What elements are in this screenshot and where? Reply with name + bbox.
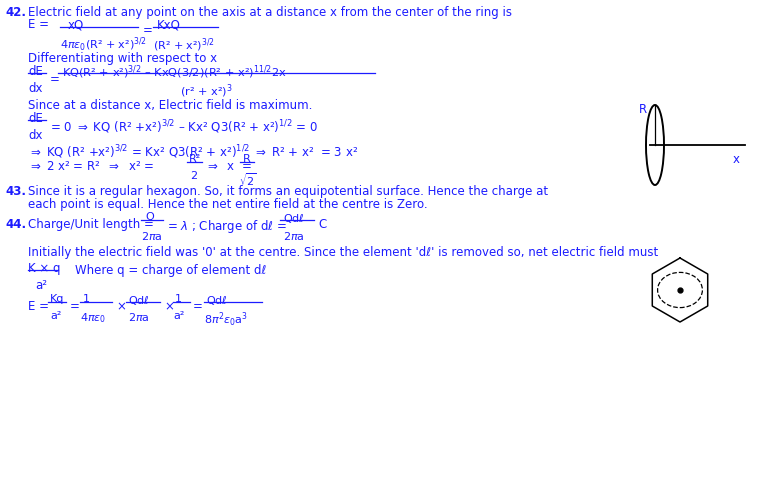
Text: Qd$\ell$: Qd$\ell$ [128,294,150,307]
Text: Qd$\ell$: Qd$\ell$ [283,212,305,225]
Text: 1: 1 [175,294,182,304]
Text: 2$\pi$a: 2$\pi$a [128,311,150,323]
Text: =: = [193,300,203,313]
Text: dx: dx [28,82,43,95]
Text: ×: × [164,300,174,313]
Text: 4$\pi\varepsilon_{0}$: 4$\pi\varepsilon_{0}$ [80,311,106,325]
Text: $\Rightarrow$ 2 x² = R²  $\Rightarrow$  x² =: $\Rightarrow$ 2 x² = R² $\Rightarrow$ x²… [28,160,155,173]
Text: x: x [733,153,740,166]
Text: Since it is a regular hexagon. So, it forms an equipotential surface. Hence the : Since it is a regular hexagon. So, it fo… [28,185,548,198]
Text: Q: Q [145,212,154,222]
Text: Qd$\ell$: Qd$\ell$ [206,294,228,307]
Text: 43.: 43. [5,185,26,198]
Text: Where q = charge of element dℓ: Where q = charge of element dℓ [75,264,267,277]
Text: dE: dE [28,65,43,78]
Text: 42.: 42. [5,6,26,19]
Text: 4$\pi\varepsilon_{0}$(R² + x²)$^{3/2}$: 4$\pi\varepsilon_{0}$(R² + x²)$^{3/2}$ [60,36,147,54]
Text: ×: × [116,300,126,313]
Text: Charge/Unit length =: Charge/Unit length = [28,218,154,231]
Text: = $\lambda$ ; Charge of d$\ell$ =: = $\lambda$ ; Charge of d$\ell$ = [167,218,287,235]
Text: R: R [243,154,250,164]
Text: C: C [318,218,326,231]
Text: =: = [70,300,80,313]
Text: 44.: 44. [5,218,26,231]
Text: Initially the electric field was '0' at the centre. Since the element 'dℓ' is re: Initially the electric field was '0' at … [28,246,659,259]
Text: R²: R² [189,154,201,164]
Text: KxQ: KxQ [157,18,181,31]
Text: (R² + x²)$^{3/2}$: (R² + x²)$^{3/2}$ [153,36,215,54]
Text: 8$\pi^{2}\varepsilon_{0}$a$^{3}$: 8$\pi^{2}\varepsilon_{0}$a$^{3}$ [204,311,248,329]
Text: 2: 2 [190,171,197,181]
Text: 2$\pi$a: 2$\pi$a [283,230,305,242]
Text: $\Rightarrow$ KQ (R² +x²)$^{3/2}$ = Kx² Q3(R² + x²)$^{1/2}$ $\Rightarrow$ R² + x: $\Rightarrow$ KQ (R² +x²)$^{3/2}$ = Kx² … [28,143,358,160]
Text: Kq: Kq [50,294,64,304]
Text: R: R [639,103,647,116]
Text: a²: a² [173,311,185,321]
Text: 1: 1 [83,294,90,304]
Text: KQ(R² + x²)$^{3/2}$ – KxQ(3/2)(R² + x²)$^{11/2}$2x: KQ(R² + x²)$^{3/2}$ – KxQ(3/2)(R² + x²)$… [62,63,287,81]
Text: = 0 $\Rightarrow$ KQ (R² +x²)$^{3/2}$ – Kx² Q3(R² + x²)$^{1/2}$ = 0: = 0 $\Rightarrow$ KQ (R² +x²)$^{3/2}$ – … [50,118,318,135]
Text: E =: E = [28,18,49,31]
Text: a²: a² [50,311,61,321]
Text: $\sqrt{2}$: $\sqrt{2}$ [239,171,257,188]
Text: (r² + x²)$^{3}$: (r² + x²)$^{3}$ [180,82,233,100]
Text: xQ: xQ [68,18,84,31]
Text: K × q: K × q [28,262,60,275]
Text: 2$\pi$a: 2$\pi$a [141,230,162,242]
Text: Differentiating with respect to x: Differentiating with respect to x [28,52,217,65]
Text: =: = [143,24,153,37]
Text: =: = [50,73,60,86]
Text: a²: a² [35,279,47,292]
Text: dx: dx [28,129,43,142]
Text: E =: E = [28,300,49,313]
Text: Since at a distance x, Electric field is maximum.: Since at a distance x, Electric field is… [28,99,312,112]
Text: $\Rightarrow$  x  =: $\Rightarrow$ x = [205,160,252,173]
Text: dE: dE [28,112,43,125]
Text: Electric field at any point on the axis at a distance x from the center of the r: Electric field at any point on the axis … [28,6,512,19]
Text: each point is equal. Hence the net entire field at the centre is Zero.: each point is equal. Hence the net entir… [28,198,427,211]
